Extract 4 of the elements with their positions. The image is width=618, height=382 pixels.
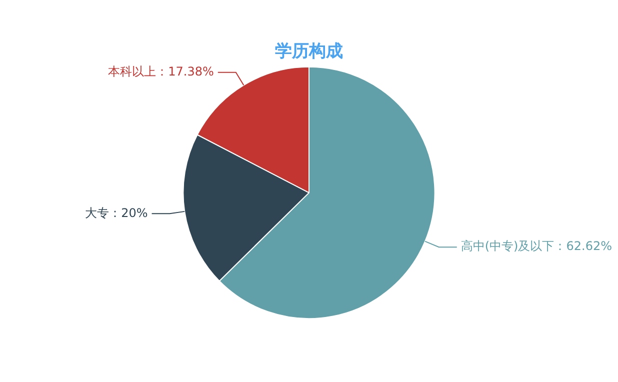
- slice-label: 高中(中专)及以下：62.62%: [460, 239, 612, 254]
- slice-label: 大专：20%: [85, 206, 148, 220]
- chart-title: 学历构成: [275, 42, 343, 62]
- slice-label: 本科以上：17.38%: [108, 64, 214, 78]
